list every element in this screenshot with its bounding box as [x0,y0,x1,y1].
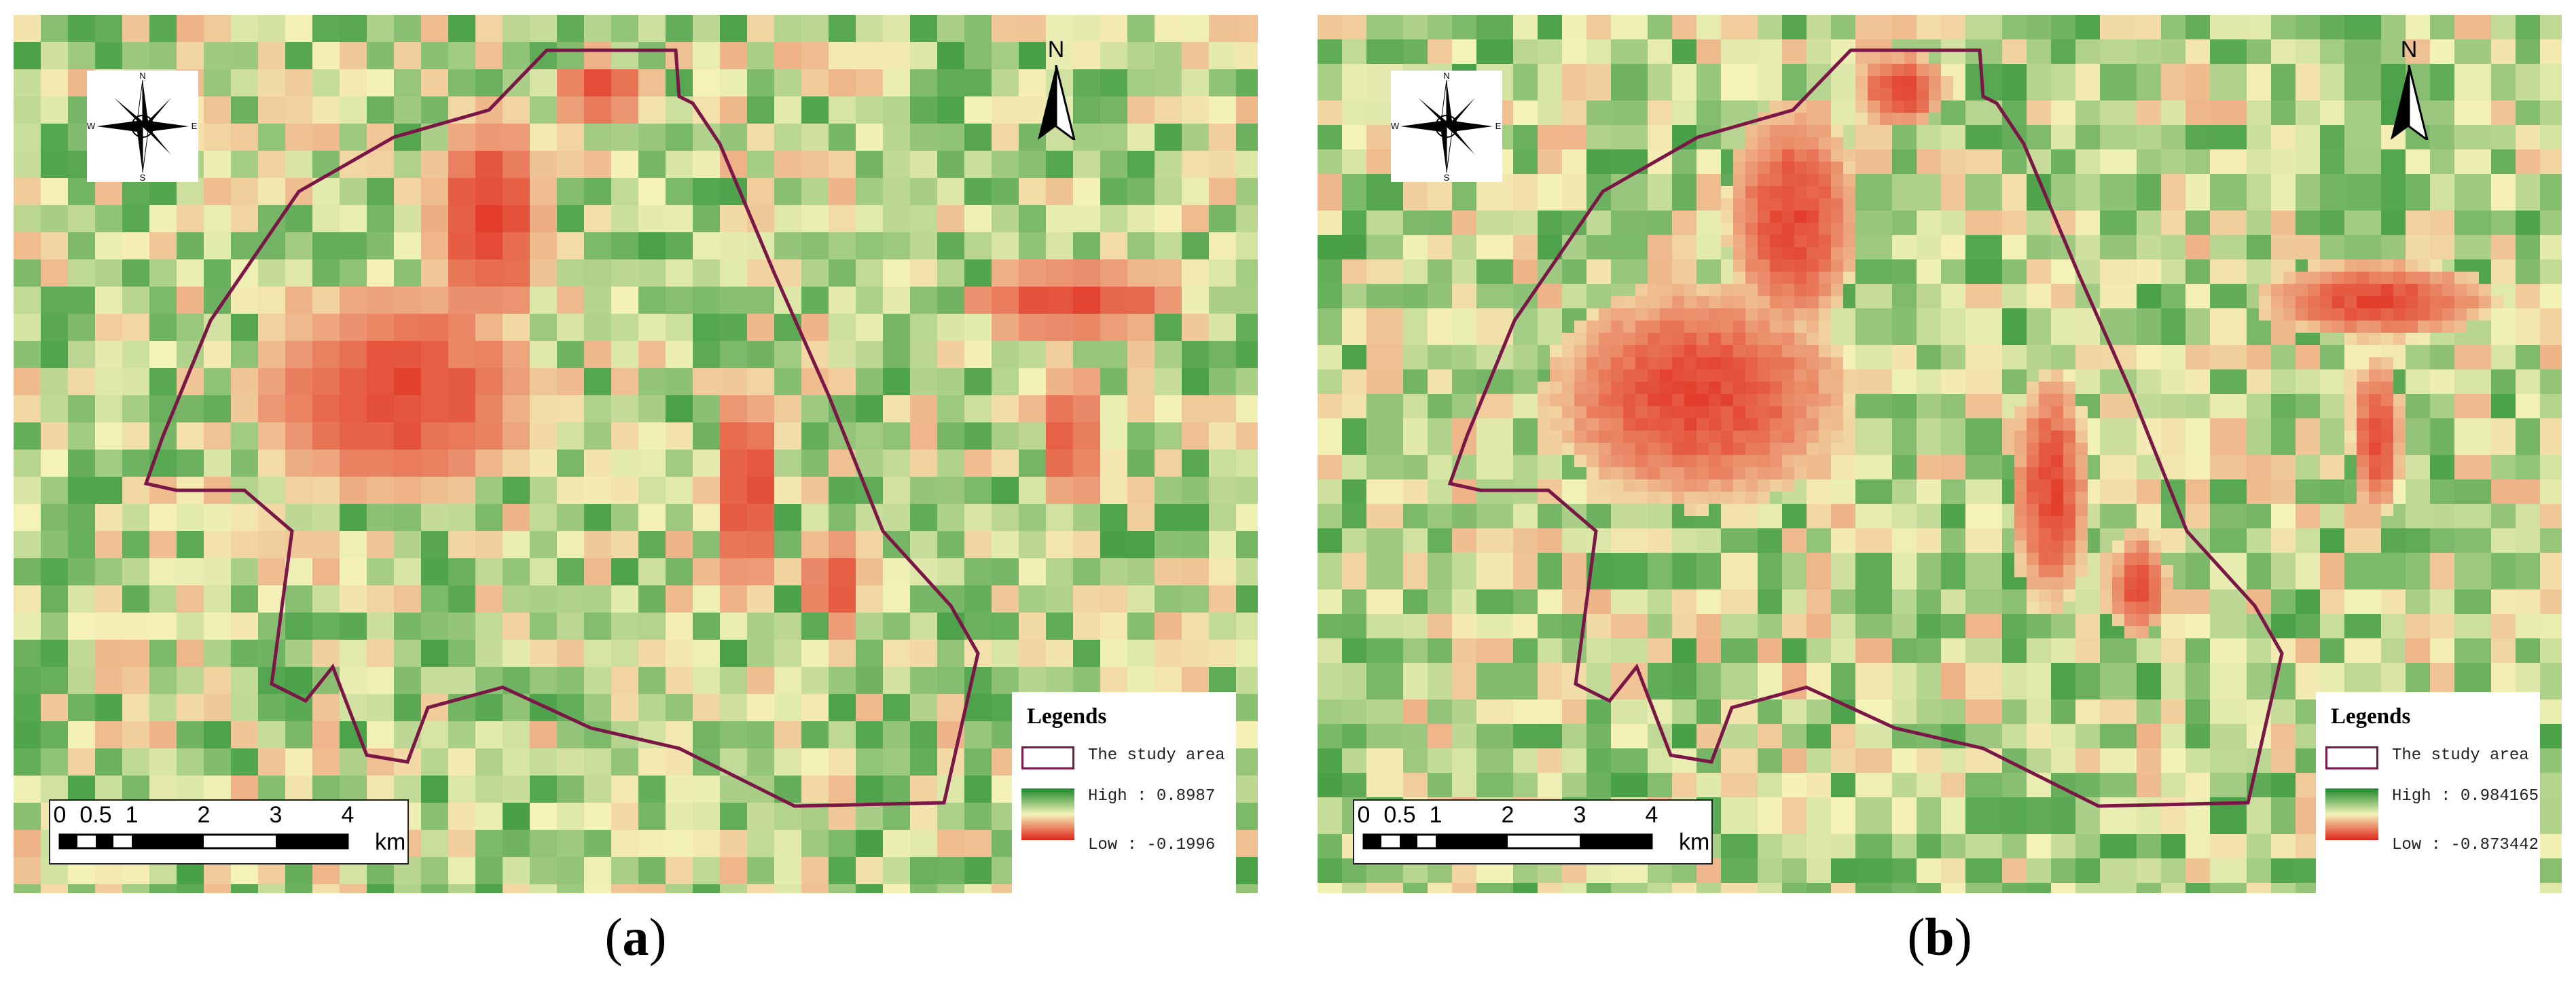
north-arrow-icon [2391,65,2429,140]
legend-high-label: High : 0.984165 [2392,787,2539,805]
scale-bar-a: 0 0.5 1 2 3 4 km [49,799,409,865]
compass-w: W [1391,121,1400,131]
scale-tick: 4 [341,802,355,828]
map-panel-b: N S W E N 0 0.5 1 2 3 4 km Legends The s… [1318,15,2562,893]
north-arrow-b: N [2385,37,2433,145]
color-ramp [2325,788,2378,840]
scale-unit: km [1679,829,1710,855]
compass-e: E [1495,121,1502,131]
ndvi-raster-a [14,15,1258,893]
scale-tick: 1 [1429,802,1443,828]
scale-tick: 0 [53,802,67,828]
scale-tick: 2 [197,802,211,828]
scale-tick: 2 [1501,802,1514,828]
legend-a: Legends The study area High : 0.8987 Low… [1012,692,1236,893]
scale-bar-graphic [1362,833,1653,850]
scale-tick: 3 [269,802,283,828]
compass-rose-icon: N S W E [1391,71,1502,183]
map-panel-a: N S W E N 0 0.5 1 2 3 4 km Legends The s… [14,15,1258,893]
compass-rose-b: N S W E [1391,71,1502,183]
north-arrow-a: N [1032,37,1080,145]
legend-title: Legends [1027,704,1107,729]
north-label: N [2400,37,2418,62]
compass-rose-icon: N S W E [87,71,198,183]
legend-low-label: Low : -0.1996 [1088,836,1216,854]
caption-a: (a) [604,907,667,966]
legend-title: Legends [2331,704,2411,729]
color-ramp [1021,788,1074,840]
legend-high-label: High : 0.8987 [1088,787,1216,805]
caption-b: (b) [1907,907,1972,966]
compass-w: W [87,121,96,131]
compass-n: N [1443,71,1449,81]
compass-s: S [1444,172,1450,182]
scale-unit: km [375,829,406,855]
study-area-boundary-b [1447,48,2284,808]
legend-b: Legends The study area High : 0.984165 L… [2316,692,2540,893]
scale-tick: 0.5 [79,802,112,828]
north-arrow-icon [1038,65,1076,140]
scale-tick: 1 [125,802,139,828]
caption-letter: a [622,907,649,966]
caption-letter: b [1925,907,1955,966]
compass-n: N [139,71,145,81]
scale-tick: 4 [1645,802,1658,828]
scale-bar-b: 0 0.5 1 2 3 4 km [1353,799,1713,865]
compass-s: S [140,172,146,182]
scale-tick: 3 [1573,802,1586,828]
pixel-grid-a [14,15,1258,893]
study-area-boundary-a [143,48,980,808]
scale-tick: 0 [1357,802,1371,828]
north-label: N [1047,37,1065,62]
scale-tick: 0.5 [1383,802,1416,828]
pixel-grid-b [1318,15,2562,893]
study-area-swatch [1021,746,1074,769]
scale-bar-graphic [58,833,349,850]
compass-rose-a: N S W E [87,71,198,183]
ndvi-raster-b [1318,15,2562,893]
study-area-swatch [2325,746,2378,769]
compass-e: E [192,121,198,131]
study-area-label: The study area [2392,746,2529,765]
study-area-label: The study area [1088,746,1225,765]
legend-low-label: Low : -0.873442 [2392,836,2539,854]
